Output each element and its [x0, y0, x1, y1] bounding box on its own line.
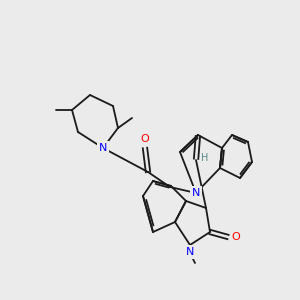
Text: O: O: [232, 232, 240, 242]
Text: N: N: [186, 247, 194, 257]
Text: N: N: [99, 143, 107, 153]
Text: N: N: [192, 188, 200, 198]
Text: O: O: [141, 134, 149, 144]
Text: H: H: [201, 153, 209, 163]
